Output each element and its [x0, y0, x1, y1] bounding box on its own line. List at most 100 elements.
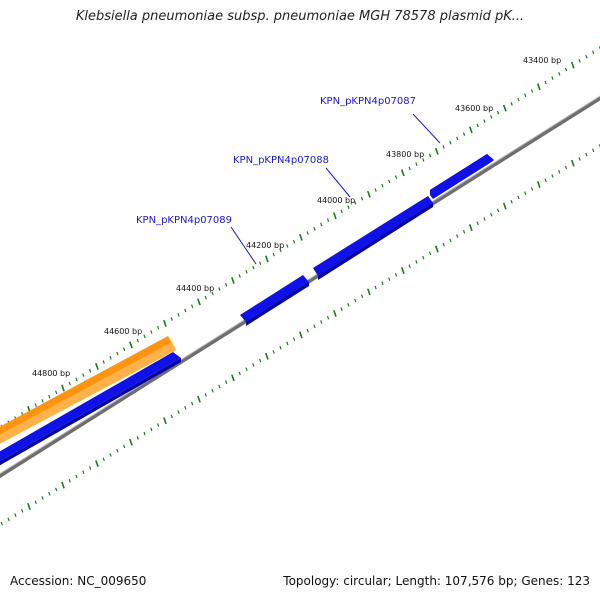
minor-tick: [204, 295, 207, 300]
major-tick: [197, 395, 201, 403]
minor-tick: [136, 338, 139, 343]
gene-label[interactable]: KPN_pKPN4p07089: [136, 215, 232, 226]
minor-tick: [530, 89, 534, 93]
minor-tick: [360, 294, 364, 298]
minor-tick: [150, 330, 153, 334]
topology-summary: Topology: circular; Length: 107,576 bp; …: [283, 574, 590, 588]
gene-reverse-strand-large[interactable]: [0, 352, 181, 471]
gene-label[interactable]: KPN_pKPN4p07088: [233, 155, 329, 166]
major-tick: [95, 460, 99, 468]
minor-tick: [381, 281, 384, 286]
minor-tick: [510, 102, 513, 106]
minor-tick: [34, 403, 37, 407]
minor-tick: [340, 307, 343, 311]
minor-tick: [313, 324, 316, 329]
minor-tick: [490, 212, 493, 217]
minor-tick: [68, 381, 71, 386]
major-tick: [468, 126, 473, 134]
gene-label-connector: [325, 167, 351, 198]
position-label: 44200 bp: [246, 241, 284, 250]
minor-tick: [449, 140, 452, 145]
minor-tick: [578, 59, 581, 63]
major-tick: [299, 331, 303, 339]
minor-tick: [170, 414, 173, 419]
minor-tick: [462, 132, 466, 136]
minor-tick: [68, 479, 71, 483]
major-tick: [570, 159, 575, 167]
minor-tick: [544, 178, 547, 183]
minor-tick: [592, 148, 595, 153]
major-tick: [400, 267, 405, 274]
major-tick: [333, 212, 337, 220]
major-tick: [197, 298, 201, 306]
minor-tick: [558, 72, 561, 76]
tick-row-inner: [0, 144, 600, 526]
minor-tick: [279, 345, 282, 350]
minor-tick: [442, 145, 445, 149]
minor-tick: [41, 399, 44, 403]
tick-row-outer: [0, 46, 600, 429]
gene-label[interactable]: KPN_pKPN4p07087: [320, 96, 416, 107]
minor-tick: [75, 377, 78, 382]
minor-tick: [320, 222, 323, 227]
minor-tick: [191, 401, 194, 406]
minor-tick: [306, 328, 309, 333]
major-tick: [163, 319, 167, 327]
minor-tick: [170, 317, 173, 321]
minor-tick: [279, 248, 282, 253]
minor-tick: [564, 165, 568, 170]
major-tick: [265, 352, 269, 360]
minor-tick: [245, 367, 248, 371]
gene-kpn-pkpn4p07087[interactable]: [430, 154, 494, 199]
minor-tick: [34, 500, 37, 504]
minor-tick: [252, 363, 255, 367]
minor-tick: [326, 218, 330, 222]
minor-tick: [238, 274, 241, 278]
minor-tick: [252, 265, 255, 270]
minor-tick: [225, 282, 228, 287]
minor-tick: [75, 474, 78, 479]
minor-tick: [442, 242, 445, 247]
major-tick: [400, 169, 405, 177]
major-tick: [434, 147, 439, 155]
minor-tick: [292, 239, 296, 244]
minor-tick: [394, 175, 398, 179]
minor-tick: [340, 209, 343, 214]
minor-tick: [218, 384, 221, 389]
position-label: 43400 bp: [523, 56, 561, 65]
gene-kpn-pkpn4p07089[interactable]: [240, 275, 309, 326]
major-tick: [367, 190, 371, 198]
minor-tick: [347, 303, 350, 307]
minor-tick: [177, 313, 180, 317]
major-tick: [129, 341, 133, 349]
minor-tick: [48, 394, 51, 399]
minor-tick: [320, 320, 323, 324]
position-label: 43600 bp: [455, 104, 493, 113]
minor-tick: [82, 470, 85, 474]
minor-tick: [272, 252, 275, 257]
minor-tick: [326, 315, 330, 320]
minor-tick: [225, 380, 228, 384]
minor-tick: [422, 158, 425, 162]
minor-tick: [306, 231, 309, 235]
minor-tick: [313, 226, 316, 231]
minor-tick: [592, 50, 595, 55]
position-label: 44600 bp: [104, 327, 142, 336]
minor-tick: [524, 93, 527, 98]
minor-tick: [218, 287, 221, 291]
gene-kpn-pkpn4p07088[interactable]: [313, 196, 433, 280]
major-tick: [231, 374, 235, 382]
gene-highlighted-orange[interactable]: [0, 336, 176, 449]
minor-tick: [41, 496, 44, 500]
major-tick: [468, 224, 473, 232]
major-tick: [61, 481, 65, 489]
major-tick: [61, 384, 65, 392]
position-label: 44000 bp: [317, 196, 355, 205]
minor-tick: [136, 436, 139, 440]
minor-tick: [483, 119, 486, 123]
minor-tick: [551, 174, 554, 178]
major-tick: [367, 288, 371, 296]
minor-tick: [143, 334, 146, 339]
minor-tick: [102, 457, 105, 462]
